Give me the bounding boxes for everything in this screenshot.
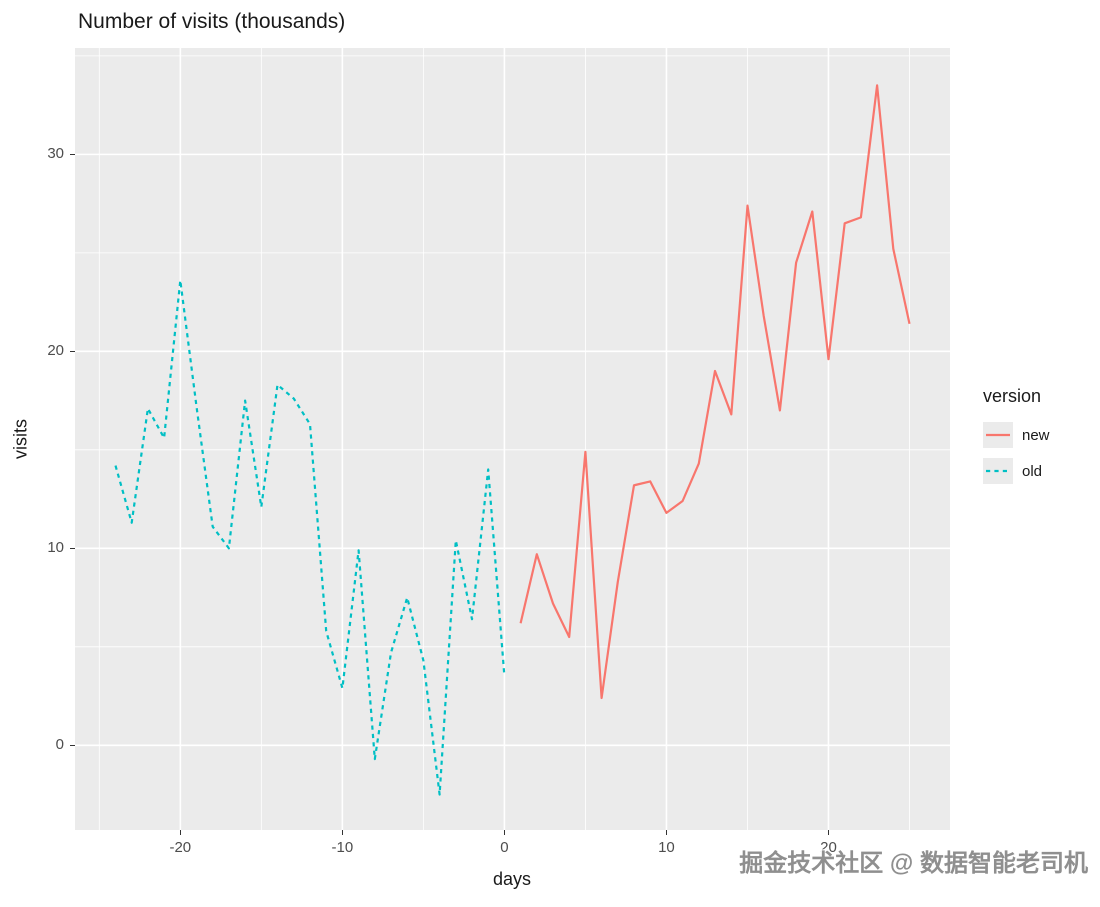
x-axis-title: days [492, 869, 532, 889]
series-line-new [519, 84, 911, 700]
legend-items: new old [983, 421, 1050, 485]
plot-lines-svg [75, 48, 950, 830]
y-tick-mark [70, 153, 75, 155]
legend-label-old: old [1022, 462, 1043, 480]
x-tick-label: 10 [658, 839, 675, 856]
x-tick-label: 0 [500, 839, 509, 856]
x-tick-label: -10 [331, 839, 354, 856]
y-axis-title: visits [10, 419, 31, 459]
y-tick-mark [70, 350, 75, 352]
x-tick-label: 20 [820, 839, 837, 856]
legend-item-new: new [983, 421, 1050, 449]
y-tick-label: 30 [47, 145, 64, 163]
legend-label-new: new [1022, 426, 1050, 444]
y-tick-label: 20 [47, 342, 64, 360]
x-tick-mark [179, 830, 181, 835]
legend-key-new [983, 422, 1013, 448]
legend-title: version [983, 386, 1042, 406]
y-tick-label: 0 [55, 736, 64, 754]
watermark: 掘金技术社区 @ 数据智能老司机 [739, 850, 1088, 877]
x-tick-mark [665, 830, 667, 835]
y-tick-label: 10 [47, 539, 64, 557]
x-tick-mark [503, 830, 505, 835]
y-tick-mark [70, 744, 75, 746]
chart-title: Number of visits (thousands) [78, 10, 346, 33]
y-tick-mark [70, 547, 75, 549]
legend-key-old [983, 458, 1013, 484]
legend-item-old: old [983, 457, 1050, 485]
legend: version new old [983, 386, 1050, 493]
series-line-old [114, 279, 506, 796]
x-tick-label: -20 [169, 839, 192, 856]
plot-panel [75, 48, 950, 830]
x-tick-mark [341, 830, 343, 835]
x-tick-mark [827, 830, 829, 835]
